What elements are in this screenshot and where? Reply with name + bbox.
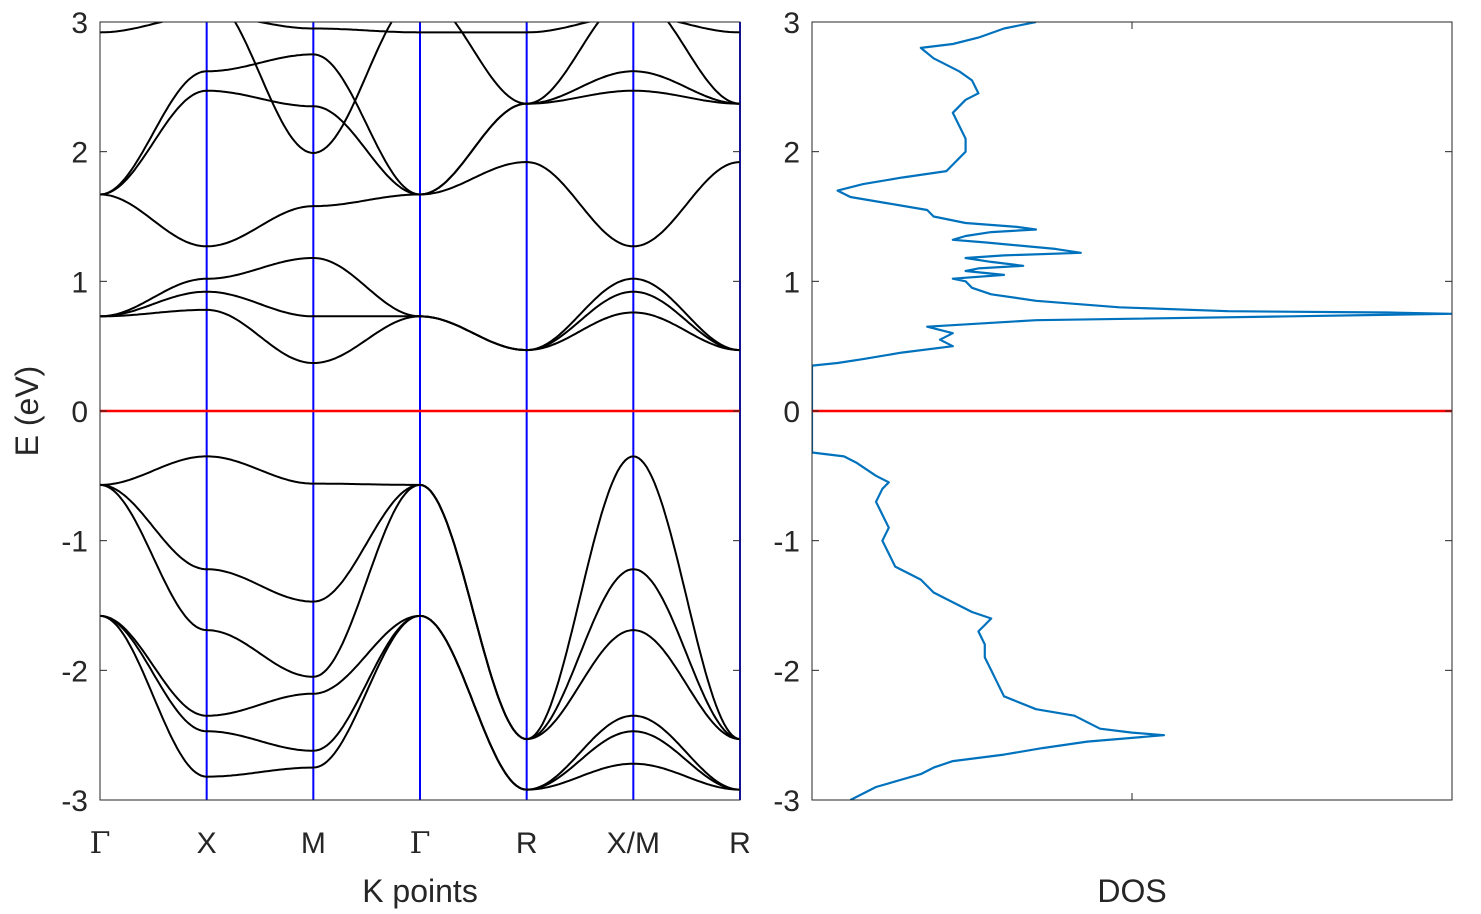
band-structure-plot: -3 -2 -1 0 1 2 3 Γ X M Γ R X/M R E (eV) K points [9, 7, 751, 909]
kpoint-label-1: X [197, 827, 217, 860]
kpoint-label-3: Γ [410, 826, 431, 861]
band-y-tick-label-6: 3 [71, 7, 88, 40]
band-line-2 [100, 483, 740, 741]
dos-y-ticks: -3 -2 -1 0 1 2 3 [773, 7, 1452, 818]
kpoint-label-4: R [516, 827, 538, 860]
band-x-ticks: Γ X M Γ R X/M R [90, 826, 751, 861]
dos-y-tick-label-1: -2 [773, 655, 800, 688]
band-line-12 [100, 22, 740, 34]
band-y-ticks: -3 -2 -1 0 1 2 3 [61, 7, 740, 818]
band-x-axis-title: K points [362, 873, 478, 909]
band-y-tick-label-2: -1 [61, 526, 88, 559]
band-line-5 [100, 614, 740, 791]
dos-y-tick-label-2: -1 [773, 526, 800, 559]
dos-plot: -3 -2 -1 0 1 2 3 DOS [773, 7, 1453, 909]
dos-y-tick-label-0: -3 [773, 785, 800, 818]
dos-y-tick-label-5: 2 [783, 137, 800, 170]
band-line-8 [100, 257, 740, 352]
band-line-11 [100, 53, 740, 196]
dos-y-tick-label-3: 0 [783, 396, 800, 429]
kpoint-label-5: X/M [607, 827, 660, 860]
band-y-tick-label-0: -3 [61, 785, 88, 818]
dos-x-axis-title: DOS [1097, 873, 1166, 909]
band-y-tick-label-5: 2 [71, 137, 88, 170]
dos-y-tick-label-6: 3 [783, 7, 800, 40]
dos-series-line [812, 22, 1452, 800]
kpoint-label-6: R [729, 827, 751, 860]
band-y-tick-label-1: -2 [61, 655, 88, 688]
dos-y-tick-label-4: 1 [783, 266, 800, 299]
band-lines [100, 22, 740, 791]
band-y-axis-title: E (eV) [9, 366, 45, 457]
band-y-tick-label-3: 0 [71, 396, 88, 429]
kpoint-label-2: M [301, 827, 326, 860]
band-y-tick-label-4: 1 [71, 266, 88, 299]
kpoint-label-0: Γ [90, 826, 111, 861]
